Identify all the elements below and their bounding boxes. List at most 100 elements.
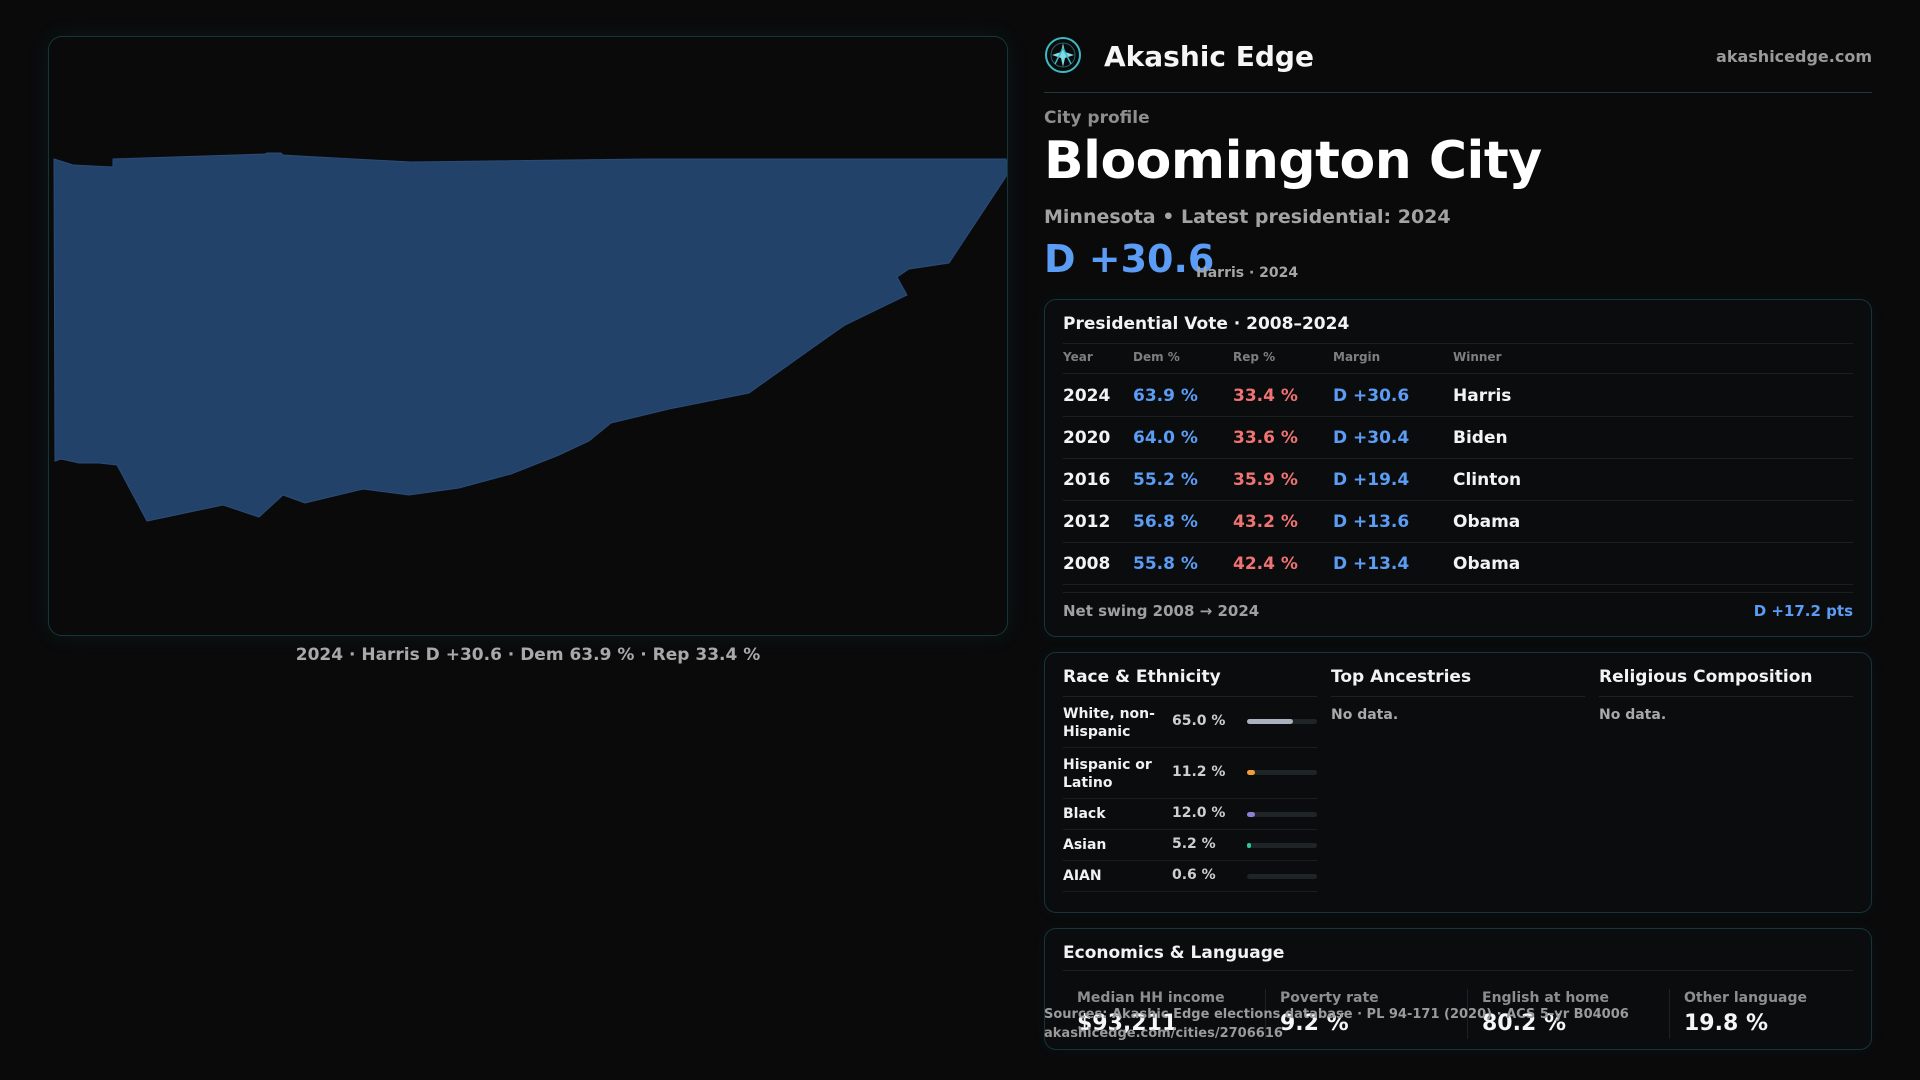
- race-ethnicity-section: Race & Ethnicity White, non-Hispanic 65.…: [1063, 667, 1317, 892]
- race-bar: [1247, 843, 1317, 848]
- religion-section: Religious Composition No data.: [1599, 667, 1853, 723]
- ancestries-empty: No data.: [1331, 707, 1399, 723]
- row-dem: 56.8 %: [1133, 512, 1198, 532]
- table-row: 2024 63.9 % 33.4 % D +30.6 Harris: [1063, 375, 1853, 417]
- table-row: 2016 55.2 % 35.9 % D +19.4 Clinton: [1063, 459, 1853, 501]
- brand-name[interactable]: Akashic Edge: [1104, 40, 1314, 73]
- stat-other-language: Other language 19.8 %: [1669, 989, 1871, 1039]
- demographics-card: Race & Ethnicity White, non-Hispanic 65.…: [1044, 652, 1872, 913]
- stat-value: 9.2 %: [1280, 1011, 1349, 1036]
- religion-title: Religious Composition: [1599, 667, 1853, 697]
- city-boundary-map: [53, 152, 1007, 522]
- race-pct: 11.2 %: [1172, 764, 1226, 780]
- stat-poverty-rate: Poverty rate 9.2 %: [1265, 989, 1467, 1039]
- row-rep: 35.9 %: [1233, 470, 1298, 490]
- race-bar: [1247, 770, 1317, 775]
- table-row: 2008 55.8 % 42.4 % D +13.4 Obama: [1063, 543, 1853, 585]
- row-winner: Obama: [1453, 554, 1521, 574]
- race-row: Black 12.0 %: [1063, 799, 1317, 830]
- source-url[interactable]: akashicedge.com/cities/2706616: [1044, 1026, 1283, 1041]
- race-label: Asian: [1063, 837, 1107, 853]
- row-winner: Obama: [1453, 512, 1521, 532]
- latest-margin-note: Harris · 2024: [1196, 265, 1299, 281]
- row-year: 2012: [1063, 512, 1111, 532]
- row-margin: D +13.6: [1333, 512, 1410, 532]
- race-bar-fill: [1247, 719, 1293, 724]
- race-row: White, non-Hispanic 65.0 %: [1063, 697, 1317, 748]
- divider: [1063, 343, 1853, 344]
- race-bar-fill: [1247, 843, 1251, 848]
- row-winner: Biden: [1453, 428, 1508, 448]
- race-bar: [1247, 812, 1317, 817]
- race-bar-fill: [1247, 770, 1255, 775]
- net-swing-value: D +17.2 pts: [1753, 602, 1853, 620]
- race-label: White, non-Hispanic: [1063, 706, 1155, 740]
- economics-title: Economics & Language: [1063, 943, 1285, 963]
- latest-margin: D +30.6: [1044, 237, 1215, 281]
- race-bar-fill: [1247, 812, 1256, 817]
- race-pct: 0.6 %: [1172, 867, 1216, 883]
- race-row: Hispanic or Latino 11.2 %: [1063, 748, 1317, 799]
- row-margin: D +13.4: [1333, 554, 1410, 574]
- profile-subline: Minnesota • Latest presidential: 2024: [1044, 206, 1451, 228]
- map-caption: 2024 · Harris D +30.6 · Dem 63.9 % · Rep…: [295, 645, 761, 665]
- row-margin: D +30.4: [1333, 428, 1410, 448]
- page-title: Bloomington City: [1044, 131, 1542, 191]
- stat-value: 80.2 %: [1482, 1011, 1566, 1036]
- stat-label: Median HH income: [1077, 990, 1225, 1006]
- stat-value: 19.8 %: [1684, 1011, 1768, 1036]
- race-bar: [1247, 874, 1317, 879]
- ancestries-title: Top Ancestries: [1331, 667, 1585, 697]
- col-year: Year: [1063, 350, 1093, 364]
- row-dem: 63.9 %: [1133, 386, 1198, 406]
- vote-table-header: Year Dem % Rep % Margin Winner: [1063, 350, 1853, 374]
- economics-card: Economics & Language Median HH income $9…: [1044, 928, 1872, 1050]
- race-label: Hispanic or Latino: [1063, 757, 1152, 791]
- table-row: 2020 64.0 % 33.6 % D +30.4 Biden: [1063, 417, 1853, 459]
- race-pct: 5.2 %: [1172, 836, 1216, 852]
- row-margin: D +19.4: [1333, 470, 1410, 490]
- row-rep: 33.4 %: [1233, 386, 1298, 406]
- race-label: AIAN: [1063, 868, 1102, 884]
- ancestries-section: Top Ancestries No data.: [1331, 667, 1585, 723]
- vote-card-title: Presidential Vote · 2008–2024: [1063, 314, 1350, 334]
- col-winner: Winner: [1453, 350, 1502, 364]
- religion-empty: No data.: [1599, 707, 1667, 723]
- site-link[interactable]: akashicedge.com: [1716, 47, 1872, 66]
- row-rep: 33.6 %: [1233, 428, 1298, 448]
- row-dem: 64.0 %: [1133, 428, 1198, 448]
- stat-median-income: Median HH income $93,211: [1063, 989, 1265, 1039]
- race-pct: 12.0 %: [1172, 805, 1226, 821]
- table-row: 2012 56.8 % 43.2 % D +13.6 Obama: [1063, 501, 1853, 543]
- race-label: Black: [1063, 806, 1106, 822]
- city-map-panel[interactable]: [48, 36, 1008, 636]
- race-pct: 65.0 %: [1172, 713, 1226, 729]
- col-rep: Rep %: [1233, 350, 1276, 364]
- source-note: Sources: Akashic Edge elections database…: [1044, 1005, 1629, 1043]
- source-line: Sources: Akashic Edge elections database…: [1044, 1007, 1629, 1022]
- race-row: Asian 5.2 %: [1063, 830, 1317, 861]
- net-swing-label: Net swing 2008 → 2024: [1063, 602, 1260, 620]
- race-row: AIAN 0.6 %: [1063, 861, 1317, 892]
- row-winner: Clinton: [1453, 470, 1522, 490]
- col-margin: Margin: [1333, 350, 1381, 364]
- row-year: 2020: [1063, 428, 1111, 448]
- row-dem: 55.2 %: [1133, 470, 1198, 490]
- stat-label: English at home: [1482, 990, 1610, 1006]
- col-dem: Dem %: [1133, 350, 1180, 364]
- stat-value: $93,211: [1077, 1011, 1178, 1036]
- race-bar: [1247, 719, 1317, 724]
- stat-label: Poverty rate: [1280, 990, 1379, 1006]
- row-rep: 42.4 %: [1233, 554, 1298, 574]
- sparkle-circle-icon[interactable]: [1044, 36, 1082, 74]
- race-title: Race & Ethnicity: [1063, 667, 1317, 697]
- row-dem: 55.8 %: [1133, 554, 1198, 574]
- stat-english-at-home: English at home 80.2 %: [1467, 989, 1669, 1039]
- row-year: 2008: [1063, 554, 1111, 574]
- site-header: Akashic Edge akashicedge.com: [1044, 30, 1872, 93]
- profile-eyebrow: City profile: [1044, 108, 1150, 128]
- stat-label: Other language: [1684, 990, 1807, 1006]
- row-year: 2016: [1063, 470, 1111, 490]
- divider: [1063, 970, 1853, 971]
- row-rep: 43.2 %: [1233, 512, 1298, 532]
